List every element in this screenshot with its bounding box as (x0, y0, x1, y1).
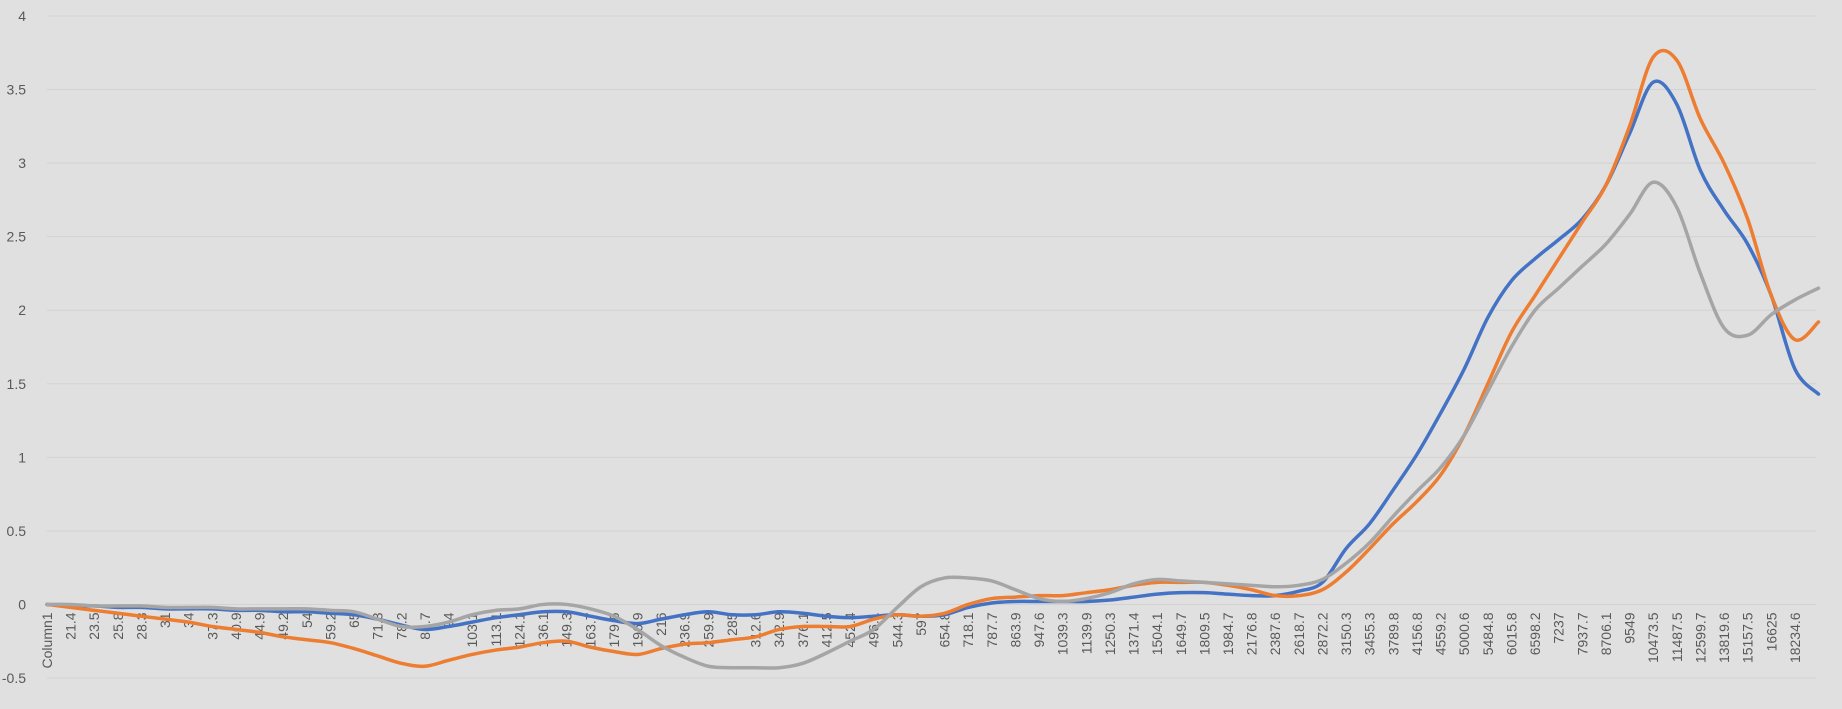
y-tick-label: 3.5 (7, 82, 27, 98)
x-tick-label: 2387.6 (1267, 612, 1283, 655)
x-tick-label: 285 (724, 612, 740, 636)
x-tick-label: 8706.1 (1598, 612, 1614, 655)
x-tick-label: 6015.8 (1503, 612, 1519, 655)
x-tick-label: 113.1 (488, 612, 504, 646)
y-tick-label: 3 (18, 155, 26, 171)
x-tick-label: 18234.6 (1787, 612, 1803, 663)
x-tick-label: 1984.7 (1220, 612, 1236, 655)
series-line (45, 48, 1821, 669)
x-tick-label: 28.3 (133, 612, 149, 639)
x-tick-label: 4559.2 (1433, 612, 1449, 655)
x-tick-label: 412.5 (818, 612, 834, 647)
x-tick-label: 136.1 (535, 612, 551, 647)
x-tick-label: 7237 (1551, 612, 1567, 643)
x-tick-label: 1250.3 (1102, 612, 1118, 655)
x-tick-label: 259.9 (700, 612, 716, 647)
x-tick-label: 6598.2 (1527, 612, 1543, 655)
x-tick-label: 7937.7 (1574, 612, 1590, 655)
x-tick-label: 1649.7 (1173, 612, 1189, 655)
x-tick-label: 13819.6 (1716, 612, 1732, 663)
y-tick-label: 4 (18, 8, 26, 24)
x-tick-label: 1039.3 (1055, 612, 1071, 655)
x-tick-label: 2872.2 (1314, 612, 1330, 655)
x-tick-label: 54 (299, 612, 315, 628)
x-tick-label: 40.9 (228, 612, 244, 639)
x-tick-label: 863.9 (1007, 612, 1023, 647)
x-tick-label: 654.8 (937, 612, 953, 647)
x-tick-label: 312.6 (748, 612, 764, 647)
x-tick-label: 10473.5 (1645, 612, 1661, 663)
x-tick-label: 16625 (1763, 612, 1779, 651)
x-tick-label: 9549 (1622, 612, 1638, 643)
x-tick-label: 2176.8 (1244, 612, 1260, 655)
x-tick-label: 3455.3 (1362, 612, 1378, 655)
x-tick-label: 376.1 (795, 612, 811, 647)
x-tick-label: 4156.8 (1409, 612, 1425, 655)
y-tick-label: 2 (18, 302, 26, 318)
x-tick-label: 216 (653, 612, 669, 636)
x-tick-label: 236.9 (677, 612, 693, 647)
x-tick-label: 149.3 (559, 612, 575, 647)
y-tick-label: -0.5 (2, 670, 26, 686)
x-tick-label: 124.1 (511, 612, 527, 647)
x-tick-label: 15157.5 (1740, 612, 1756, 663)
x-tick-label: Column1 (39, 612, 55, 668)
x-tick-label: 787.7 (984, 612, 1000, 647)
x-tick-label: 5000.6 (1456, 612, 1472, 655)
x-tick-label: 163.7 (582, 612, 598, 647)
x-tick-label: 1371.4 (1126, 612, 1142, 655)
x-tick-label: 11487.5 (1669, 612, 1685, 662)
y-tick-label: 1 (18, 449, 26, 465)
x-tick-label: 59.2 (322, 612, 338, 639)
x-tick-label: 3789.8 (1385, 612, 1401, 655)
y-tick-label: 0 (18, 596, 26, 612)
x-tick-label: 597 (913, 612, 929, 636)
x-tick-label: 5484.8 (1480, 612, 1496, 655)
series-line (45, 180, 1821, 670)
y-tick-label: 0.5 (7, 523, 27, 539)
x-tick-label: 1504.1 (1149, 612, 1165, 655)
x-tick-label: 544.3 (889, 612, 905, 647)
x-tick-label: 21.4 (63, 612, 79, 639)
x-tick-label: 947.6 (1031, 612, 1047, 647)
x-tick-label: 718.1 (960, 612, 976, 647)
x-tick-label: 3150.3 (1338, 612, 1354, 655)
x-tick-label: 1809.5 (1196, 612, 1212, 655)
x-tick-label: 44.9 (252, 612, 268, 639)
x-tick-label: 2618.7 (1291, 612, 1307, 655)
x-tick-label: 49.2 (275, 612, 291, 639)
x-tick-label: 1139.9 (1078, 612, 1094, 654)
x-tick-label: 25.8 (110, 612, 126, 639)
x-tick-label: 12599.7 (1692, 612, 1708, 663)
y-tick-label: 2.5 (7, 229, 27, 245)
y-tick-label: 1.5 (7, 376, 27, 392)
x-tick-label: 23.5 (86, 612, 102, 639)
